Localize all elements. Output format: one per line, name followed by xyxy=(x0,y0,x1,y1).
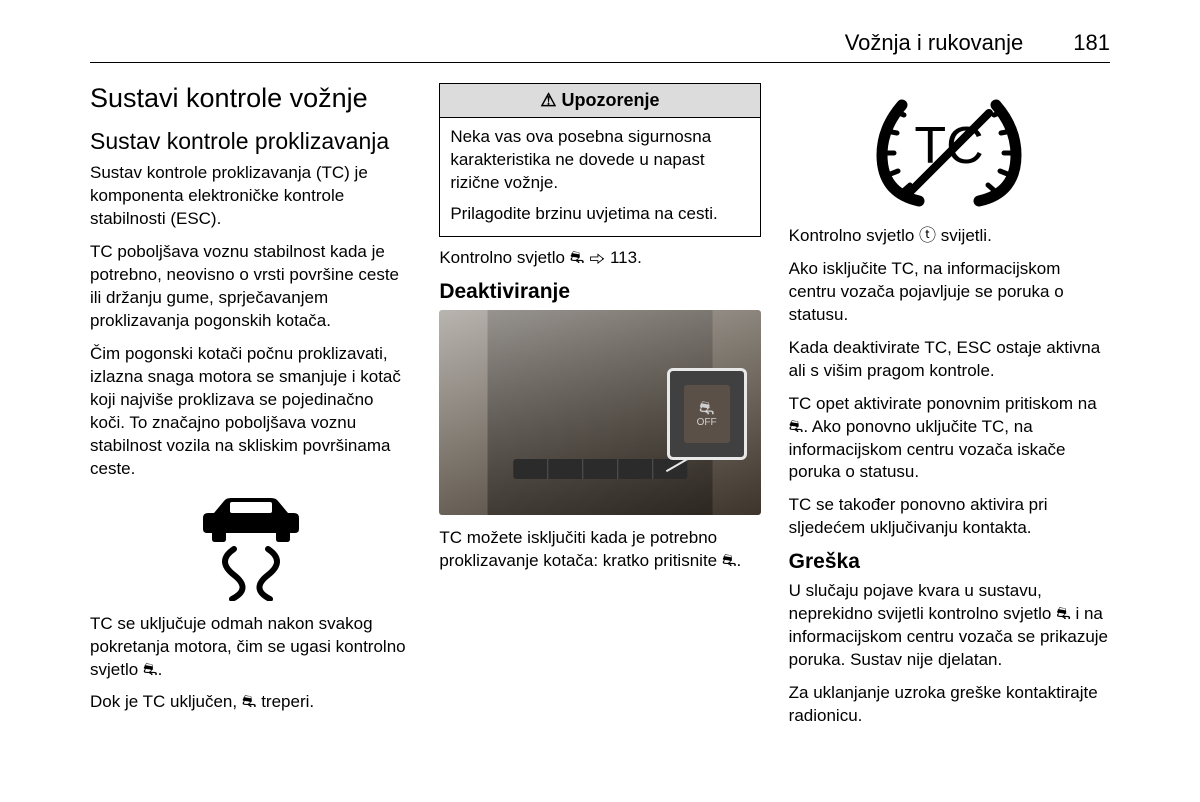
para: Ako isključite TC, na informacijskom cen… xyxy=(789,258,1110,327)
para: Kada deaktivirate TC, ESC ostaje aktivna… xyxy=(789,337,1110,383)
para: Kontrolno svjetlo ⛐ ⇨ 113. xyxy=(439,247,760,270)
para: U slučaju pojave kvara u sustavu, neprek… xyxy=(789,580,1110,672)
para: Čim pogonski kotači počnu proklizavati, … xyxy=(90,343,411,481)
subheading-traction: Sustav kontrole proklizavanja xyxy=(90,128,411,154)
main-heading: Sustavi kontrole vožnje xyxy=(90,83,411,114)
button-callout: ⛐ OFF xyxy=(667,368,747,460)
para: TC možete isključiti kada je potrebno pr… xyxy=(439,527,760,573)
dashboard-photo: ⛐ OFF xyxy=(439,310,760,515)
para: Dok je TC uključen, ⛐ treperi. xyxy=(90,691,411,714)
para: TC se uključuje odmah nakon svakog pokre… xyxy=(90,613,411,682)
tc-button-label: OFF xyxy=(697,417,717,428)
page-header: Vožnja i rukovanje 181 xyxy=(90,30,1110,63)
subheading-deactivate: Deaktiviranje xyxy=(439,280,760,304)
column-1: Sustavi kontrole vožnje Sustav kontrole … xyxy=(90,83,411,738)
para: TC se također ponovno aktivira pri sljed… xyxy=(789,494,1110,540)
warning-box: ⚠ Upozorenje Neka vas ova posebna sigurn… xyxy=(439,83,760,237)
column-3: TC Kontrolno svjetlo ⓣ svijetli. Ako isk… xyxy=(789,83,1110,738)
subheading-error: Greška xyxy=(789,550,1110,574)
warning-para: Prilagodite brzinu uvjetima na cesti. xyxy=(450,203,749,226)
warning-title: ⚠ Upozorenje xyxy=(440,84,759,118)
para: Sustav kontrole proklizavanja (TC) je ko… xyxy=(90,162,411,231)
para: Za uklanjanje uzroka greške kontaktirajt… xyxy=(789,682,1110,728)
para: Kontrolno svjetlo ⓣ svijetli. xyxy=(789,225,1110,248)
content-columns: Sustavi kontrole vožnje Sustav kontrole … xyxy=(90,83,1110,738)
tc-off-icon: TC xyxy=(789,93,1110,213)
warning-para: Neka vas ova posebna sigurnosna karakter… xyxy=(450,126,749,195)
para: TC poboljšava voznu stabilnost kada je p… xyxy=(90,241,411,333)
slippery-road-icon xyxy=(90,491,411,601)
column-2: ⚠ Upozorenje Neka vas ova posebna sigurn… xyxy=(439,83,760,738)
tc-off-button: ⛐ OFF xyxy=(684,385,730,443)
page-number: 181 xyxy=(1073,30,1110,56)
para: TC opet aktivirate ponovnim pritiskom na… xyxy=(789,393,1110,485)
section-title: Vožnja i rukovanje xyxy=(845,30,1024,56)
warning-body: Neka vas ova posebna sigurnosna karakter… xyxy=(440,118,759,236)
tc-button-icon: ⛐ xyxy=(699,399,715,417)
manual-page: Vožnja i rukovanje 181 Sustavi kontrole … xyxy=(0,0,1200,768)
